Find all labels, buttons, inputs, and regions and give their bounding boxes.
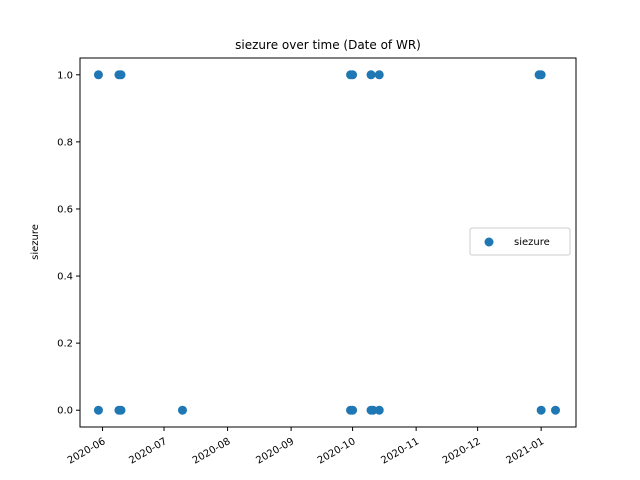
plot-frame: [79, 57, 577, 428]
data-point: [374, 70, 384, 80]
data-point: [116, 70, 126, 80]
y-tick-label: 0.0: [57, 406, 73, 417]
data-point: [374, 405, 384, 415]
data-point: [536, 70, 546, 80]
data-point: [116, 405, 126, 415]
data-point: [536, 405, 546, 415]
data-point: [348, 405, 358, 415]
legend: siezure: [469, 227, 571, 256]
data-point: [366, 70, 376, 80]
data-point: [93, 70, 103, 80]
data-point: [93, 405, 103, 415]
y-axis-title: siezure: [30, 224, 41, 260]
legend-marker: [484, 237, 494, 247]
data-point: [177, 405, 187, 415]
y-tick-label: 0.2: [57, 339, 73, 350]
points-layer: [93, 70, 561, 415]
y-axis: 0.0 0.2 0.4 0.6 0.8 1.0: [57, 70, 80, 417]
legend-box: [469, 227, 571, 256]
y-tick-label: 1.0: [57, 70, 73, 81]
data-point: [551, 405, 561, 415]
y-tick-label: 0.6: [57, 204, 73, 215]
data-point: [348, 70, 358, 80]
data-point: [368, 405, 378, 415]
y-tick-label: 0.4: [57, 272, 73, 283]
y-tick-label: 0.8: [57, 137, 73, 148]
chart-title: siezure over time (Date of WR): [235, 38, 421, 52]
legend-label: siezure: [514, 237, 550, 248]
